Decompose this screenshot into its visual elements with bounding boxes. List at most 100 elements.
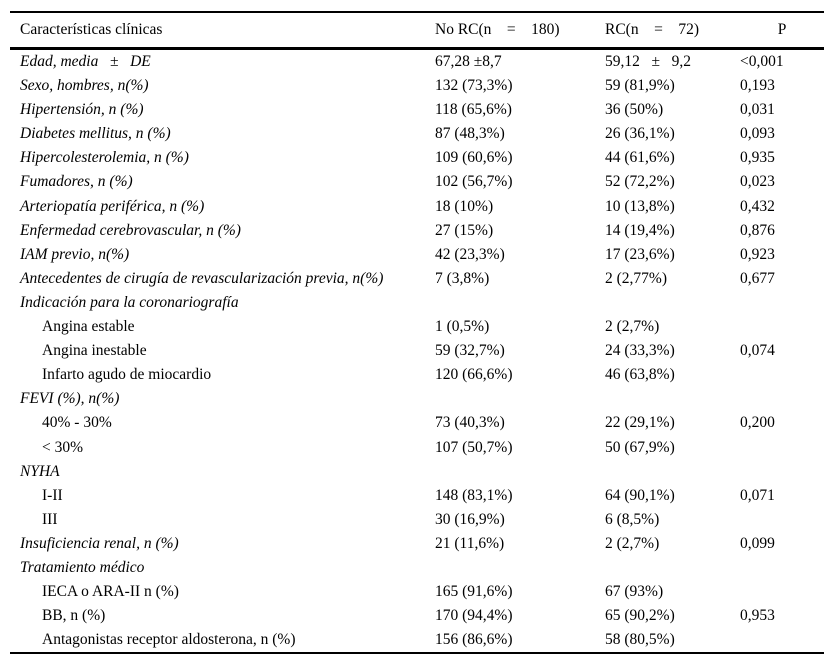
table-row: Antagonistas receptor aldosterona, n (%)… [10, 628, 824, 654]
no-rc-value: 67,28 ±8,7 [435, 53, 502, 70]
table-row: IECA o ARA-II n (%) 165 (91,6%) 67 (93%) [10, 580, 824, 604]
table-row: Tratamiento médico [10, 556, 824, 580]
no-rc-value [435, 387, 605, 411]
table-row: Hipercolesterolemia, n (%) 109 (60,6%) 4… [10, 146, 824, 170]
row-label: IECA o ARA-II n (%) [42, 583, 179, 601]
rc-value: 14 (19,4%) [605, 221, 675, 239]
header-row: Características clínicas No RC(n = 180) … [10, 11, 824, 50]
table-row: BB, n (%) 170 (94,4%) 65 (90,2%) 0,953 [10, 604, 824, 628]
no-rc-value: 165 (91,6%) [435, 583, 513, 601]
no-rc-value: 87 (48,3%) [435, 125, 505, 143]
p-value: 0,677 [740, 269, 775, 287]
p-value: <0,001 [740, 53, 784, 70]
table-row: Indicación para la coronariografía [10, 291, 824, 315]
no-rc-value: 120 (66,6%) [435, 366, 513, 384]
row-label: Edad, media ± DE [20, 53, 151, 70]
row-label: Insuficiencia renal, n (%) [20, 534, 179, 552]
table-row: Hipertensión, n (%) 118 (65,6%) 36 (50%)… [10, 98, 824, 122]
p-value [740, 436, 824, 460]
rc-value: 50 (67,9%) [605, 438, 675, 456]
no-rc-value: 170 (94,4%) [435, 607, 513, 625]
no-rc-value: 30 (16,9%) [435, 510, 505, 528]
row-label-section: NYHA [20, 462, 60, 480]
row-label: 40% - 30% [42, 414, 112, 432]
row-label: Angina inestable [42, 342, 147, 360]
no-rc-value: 59 (32,7%) [435, 342, 505, 360]
rc-value: 59 (81,9%) [605, 77, 675, 95]
rc-value: 65 (90,2%) [605, 607, 675, 625]
rc-value: 24 (33,3%) [605, 342, 675, 360]
rc-value [605, 556, 740, 580]
no-rc-value: 73 (40,3%) [435, 414, 505, 432]
p-value: 0,923 [740, 245, 775, 263]
rc-value: 6 (8,5%) [605, 510, 660, 528]
p-value: 0,193 [740, 77, 775, 95]
table-row: III 30 (16,9%) 6 (8,5%) [10, 508, 824, 532]
rc-value: 59,12 ± 9,2 [605, 53, 692, 70]
row-label: IAM previo, n(%) [20, 245, 130, 263]
p-value [740, 291, 824, 315]
table-row: Angina inestable 59 (32,7%) 24 (33,3%) 0… [10, 339, 824, 363]
row-label: Fumadores, n (%) [20, 173, 133, 191]
no-rc-value: 132 (73,3%) [435, 77, 513, 95]
col-header-characteristics: Características clínicas [10, 11, 435, 50]
no-rc-value: 156 (86,6%) [435, 628, 605, 654]
row-label: < 30% [42, 438, 84, 456]
p-value: 0,071 [740, 486, 775, 504]
p-value: 0,876 [740, 221, 775, 239]
table-row: Insuficiencia renal, n (%) 21 (11,6%) 2 … [10, 532, 824, 556]
no-rc-value [435, 460, 605, 484]
rc-value: 22 (29,1%) [605, 414, 675, 432]
clinical-characteristics-table: Características clínicas No RC(n = 180) … [10, 11, 824, 654]
no-rc-value: 102 (56,7%) [435, 173, 513, 191]
p-value [740, 363, 824, 387]
row-label: I-II [42, 486, 63, 504]
col-header-no-rc: No RC(n = 180) [435, 11, 605, 50]
table-row: Antecedentes de cirugía de revasculariza… [10, 267, 824, 291]
rc-value: 26 (36,1%) [605, 125, 675, 143]
row-label: Diabetes mellitus, n (%) [20, 125, 171, 143]
row-label-section: Indicación para la coronariografía [20, 293, 239, 311]
no-rc-value: 148 (83,1%) [435, 486, 513, 504]
p-value: 0,031 [740, 101, 775, 119]
rc-value: 2 (2,7%) [605, 534, 660, 552]
no-rc-value: 7 (3,8%) [435, 269, 490, 287]
row-label: Sexo, hombres, n(%) [20, 77, 149, 95]
data-table: Características clínicas No RC(n = 180) … [10, 11, 824, 654]
table-row: Infarto agudo de miocardio 120 (66,6%) 4… [10, 363, 824, 387]
p-value: 0,432 [740, 197, 775, 215]
p-value: 0,935 [740, 149, 775, 167]
col-header-p: P [740, 11, 824, 50]
rc-value: 2 (2,77%) [605, 269, 667, 287]
no-rc-value [435, 556, 605, 580]
p-value [740, 315, 824, 339]
rc-value: 44 (61,6%) [605, 149, 675, 167]
rc-value [605, 460, 740, 484]
row-label: Enfermedad cerebrovascular, n (%) [20, 221, 241, 239]
rc-value: 64 (90,1%) [605, 486, 675, 504]
row-label: III [42, 510, 58, 528]
table-row: FEVI (%), n(%) [10, 387, 824, 411]
col-header-rc: RC(n = 72) [605, 11, 740, 50]
row-label: Antecedentes de cirugía de revasculariza… [20, 269, 384, 287]
p-value: 0,200 [740, 414, 775, 432]
table-row: < 30% 107 (50,7%) 50 (67,9%) [10, 436, 824, 460]
no-rc-value: 118 (65,6%) [435, 101, 512, 119]
no-rc-value: 42 (23,3%) [435, 245, 505, 263]
row-label: Antagonistas receptor aldosterona, n (%) [10, 628, 435, 654]
row-label: Infarto agudo de miocardio [42, 366, 212, 384]
p-value: 0,074 [740, 342, 775, 360]
row-label: Hipertensión, n (%) [20, 101, 144, 119]
table-row: Arteriopatía periférica, n (%) 18 (10%) … [10, 195, 824, 219]
p-value [740, 628, 824, 654]
no-rc-value [435, 291, 605, 315]
p-value [740, 387, 824, 411]
table-row: IAM previo, n(%) 42 (23,3%) 17 (23,6%) 0… [10, 243, 824, 267]
table-row: Sexo, hombres, n(%) 132 (73,3%) 59 (81,9… [10, 74, 824, 98]
rc-value: 36 (50%) [605, 101, 664, 119]
rc-value: 17 (23,6%) [605, 245, 675, 263]
table-row: Fumadores, n (%) 102 (56,7%) 52 (72,2%) … [10, 170, 824, 194]
row-label: Hipercolesterolemia, n (%) [20, 149, 189, 167]
rc-value: 46 (63,8%) [605, 366, 675, 384]
rc-value: 52 (72,2%) [605, 173, 675, 191]
